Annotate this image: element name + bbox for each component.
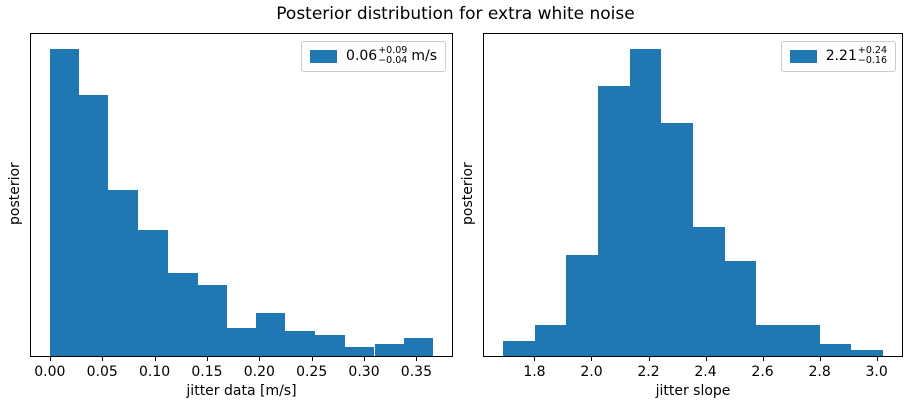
legend-value: 0.06 [346,48,378,65]
x-tick-label: 3.0 [865,364,888,380]
x-tick-mark [416,357,418,361]
x-tick-label: 0.25 [296,364,328,380]
histogram-bar [819,343,852,356]
legend-plus-error: +0.09 [378,45,408,56]
histogram-bar [49,49,80,356]
histogram-bar [285,331,315,356]
legend-jitter-data: 0.06 +0.09 −0.04 m/s [301,41,446,72]
x-tick-mark [705,357,707,361]
legend-minus-error: −0.16 [857,55,887,67]
x-tick-label: 1.8 [523,364,546,380]
y-axis-label-right: posterior [460,162,476,226]
x-tick-label: 2.4 [694,364,717,380]
histogram-bar [256,313,286,356]
x-tick-mark [876,357,878,361]
histogram-bar [598,86,630,356]
histogram-bar [661,122,693,356]
histogram-bar [403,337,434,356]
x-tick-label: 2.8 [808,364,831,380]
x-tick-mark [534,357,536,361]
histogram-bar [168,273,198,356]
x-tick-label: 2.2 [637,364,660,380]
legend-jitter-slope: 2.21 +0.24 −0.16 [780,41,896,72]
histogram-bar [79,95,109,356]
histogram-bar [566,254,599,356]
x-tick-mark [49,357,51,361]
histogram-bar [693,227,725,356]
histogram-bar [345,346,375,356]
x-tick-mark [819,357,821,361]
histogram-bar [629,49,662,356]
x-axis-label-right: jitter slope [655,383,731,399]
legend-swatch [310,49,338,63]
x-tick-label: 0.35 [400,364,432,380]
histogram-bar [756,325,788,356]
axes-jitter-slope: 2.21 +0.24 −0.16 [483,33,903,357]
x-tick-label: 0.10 [138,364,171,380]
x-tick-mark [311,357,313,361]
x-tick-mark [102,357,104,361]
x-axis-ticks-left: 0.00 0.05 0.10 0.15 0.20 0.25 0.30 0.35 [31,357,452,381]
histogram-bar [787,325,820,356]
x-tick-label: 0.05 [86,364,118,380]
x-tick-label: 0.00 [34,364,66,380]
figure-title: Posterior distribution for extra white n… [276,4,635,24]
x-tick-label: 0.20 [243,364,275,380]
x-tick-mark [648,357,650,361]
histogram-bar [503,340,535,356]
legend-unit: m/s [411,48,437,65]
histogram-bar [137,230,169,356]
x-tick-label: 0.15 [191,364,223,380]
histogram-bar [374,343,404,356]
x-tick-mark [364,357,366,361]
x-tick-mark [591,357,593,361]
y-axis-label-left: posterior [7,162,23,226]
histogram-bar [314,334,346,356]
histogram-bar [724,260,757,356]
legend-uncertainty: +0.09 −0.04 [378,45,408,67]
x-tick-mark [259,357,261,361]
x-tick-label: 2.6 [751,364,774,380]
axes-jitter-data: 0.06 +0.09 −0.04 m/s [30,33,453,357]
x-tick-mark [762,357,764,361]
histogram-bar [197,285,227,356]
legend-uncertainty: +0.24 −0.16 [857,45,887,67]
legend-minus-error: −0.04 [378,55,408,67]
x-tick-mark [206,357,208,361]
legend-swatch [789,49,817,63]
histogram-bar [534,325,567,356]
x-tick-label: 0.30 [348,364,380,380]
histogram-bar [226,328,257,356]
histogram-bar [851,349,883,356]
x-axis-ticks-right: 1.8 2.0 2.2 2.4 2.6 2.8 3.0 [484,357,902,381]
x-tick-label: 2.0 [580,364,603,380]
x-axis-label-left: jitter data [m/s] [186,383,297,399]
x-tick-mark [154,357,156,361]
histogram-bar [108,190,138,356]
legend-value: 2.21 [825,48,857,65]
legend-plus-error: +0.24 [857,45,887,56]
